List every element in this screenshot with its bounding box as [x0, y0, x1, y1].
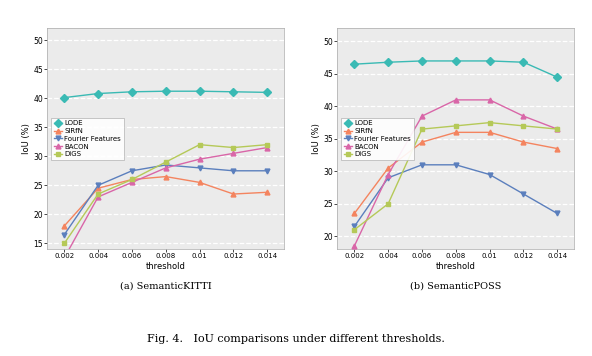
BACON	[452, 98, 459, 102]
BACON	[351, 244, 358, 248]
SIRfN	[230, 192, 237, 196]
LODE	[230, 90, 237, 94]
BACON	[554, 127, 561, 131]
Line: DiGS: DiGS	[352, 120, 560, 232]
LODE	[452, 59, 459, 63]
Fourier Features	[196, 166, 203, 170]
SIRfN	[419, 140, 426, 144]
SIRfN	[385, 166, 392, 170]
SIRfN	[351, 211, 358, 216]
Legend: LODE, SIRfN, Fourier Features, BACON, DiGS: LODE, SIRfN, Fourier Features, BACON, Di…	[341, 117, 414, 160]
Line: Fourier Features: Fourier Features	[352, 162, 560, 229]
Fourier Features	[230, 169, 237, 173]
LODE	[419, 59, 426, 63]
SIRfN	[263, 190, 271, 194]
BACON	[95, 195, 102, 199]
Line: LODE: LODE	[352, 58, 560, 80]
LODE	[351, 62, 358, 66]
BACON	[162, 166, 169, 170]
DiGS	[95, 192, 102, 196]
Y-axis label: IoU (%): IoU (%)	[22, 124, 31, 154]
Text: (b) SemanticPOSS: (b) SemanticPOSS	[410, 281, 501, 290]
SIRfN	[486, 130, 493, 135]
SIRfN	[128, 177, 136, 182]
SIRfN	[61, 224, 68, 228]
DiGS	[263, 142, 271, 147]
LODE	[486, 59, 493, 63]
Fourier Features	[351, 224, 358, 229]
DiGS	[196, 142, 203, 147]
BACON	[263, 145, 271, 150]
Line: LODE: LODE	[62, 88, 270, 100]
Fourier Features	[128, 169, 136, 173]
Line: SIRfN: SIRfN	[352, 130, 560, 216]
Fourier Features	[452, 163, 459, 167]
LODE	[520, 60, 527, 64]
DiGS	[452, 124, 459, 128]
LODE	[162, 89, 169, 93]
LODE	[263, 90, 271, 94]
DiGS	[520, 124, 527, 128]
SIRfN	[452, 130, 459, 135]
DiGS	[385, 201, 392, 206]
Fourier Features	[554, 211, 561, 216]
Line: BACON: BACON	[352, 98, 560, 248]
Fourier Features	[419, 163, 426, 167]
Fourier Features	[95, 183, 102, 188]
DiGS	[486, 120, 493, 125]
Fourier Features	[61, 232, 68, 237]
BACON	[419, 114, 426, 118]
Text: (a) SemanticKITTI: (a) SemanticKITTI	[120, 281, 211, 290]
SIRfN	[520, 140, 527, 144]
Text: Fig. 4.   IoU comparisons under different thresholds.: Fig. 4. IoU comparisons under different …	[147, 334, 445, 344]
X-axis label: threshold: threshold	[436, 262, 476, 271]
Fourier Features	[263, 169, 271, 173]
Fourier Features	[520, 192, 527, 196]
Line: Fourier Features: Fourier Features	[62, 163, 270, 237]
BACON	[128, 180, 136, 184]
BACON	[196, 157, 203, 161]
BACON	[385, 172, 392, 177]
LODE	[385, 60, 392, 64]
LODE	[196, 89, 203, 93]
SIRfN	[554, 146, 561, 151]
Y-axis label: IoU (%): IoU (%)	[312, 124, 321, 154]
BACON	[520, 114, 527, 118]
Legend: LODE, SIRfN, Fourier Features, BACON, DiGS: LODE, SIRfN, Fourier Features, BACON, Di…	[51, 117, 124, 160]
LODE	[128, 90, 136, 94]
BACON	[486, 98, 493, 102]
SIRfN	[162, 174, 169, 179]
Line: DiGS: DiGS	[62, 142, 270, 246]
Line: SIRfN: SIRfN	[62, 174, 270, 229]
DiGS	[128, 177, 136, 182]
BACON	[230, 151, 237, 156]
LODE	[95, 91, 102, 96]
BACON	[61, 256, 68, 260]
DiGS	[162, 160, 169, 164]
DiGS	[351, 227, 358, 232]
LODE	[554, 75, 561, 79]
DiGS	[61, 241, 68, 246]
LODE	[61, 95, 68, 100]
Fourier Features	[162, 163, 169, 167]
X-axis label: threshold: threshold	[146, 262, 186, 271]
Fourier Features	[385, 176, 392, 180]
DiGS	[419, 127, 426, 131]
SIRfN	[196, 180, 203, 184]
SIRfN	[95, 186, 102, 190]
DiGS	[230, 145, 237, 150]
Fourier Features	[486, 172, 493, 177]
Line: BACON: BACON	[62, 145, 270, 260]
DiGS	[554, 127, 561, 131]
